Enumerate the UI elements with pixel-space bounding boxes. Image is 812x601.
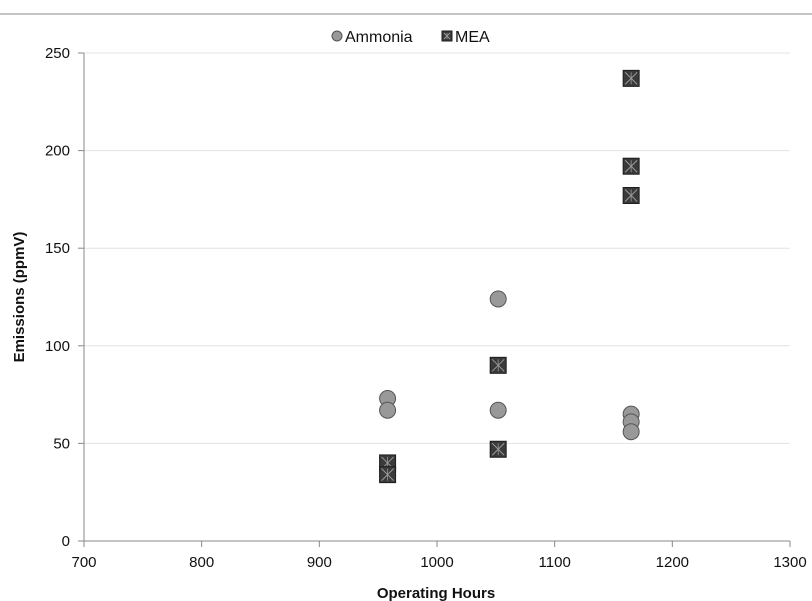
x-axis-title: Operating Hours bbox=[377, 585, 495, 601]
y-tick-label: 200 bbox=[45, 143, 70, 160]
legend-mea-marker bbox=[441, 30, 453, 42]
mea-point bbox=[379, 466, 397, 484]
x-tick-label: 1300 bbox=[773, 554, 806, 571]
y-tick-labels: 0 50 100 150 200 250 bbox=[45, 45, 70, 550]
ammonia-point bbox=[622, 423, 640, 441]
gridlines bbox=[84, 52, 790, 444]
x-tick-label: 1100 bbox=[539, 554, 571, 571]
y-tick-label: 0 bbox=[62, 533, 70, 550]
x-tick-label: 700 bbox=[71, 554, 96, 571]
x-tick-label: 1200 bbox=[656, 554, 689, 571]
legend-ammonia-label: Ammonia bbox=[345, 29, 413, 46]
mea-point bbox=[622, 157, 640, 175]
y-tick-label: 150 bbox=[45, 240, 70, 257]
ammonia-point bbox=[489, 290, 507, 308]
x-tick-label: 800 bbox=[189, 554, 214, 571]
x-tick-label: 900 bbox=[307, 554, 332, 571]
y-tick-label: 50 bbox=[53, 435, 70, 452]
x-tick-labels: 700 800 900 1000 1100 1200 1300 bbox=[71, 554, 806, 571]
data-points bbox=[379, 69, 640, 484]
legend-ammonia-marker bbox=[331, 30, 343, 42]
ammonia-point bbox=[489, 401, 507, 419]
legend-mea-label: MEA bbox=[455, 29, 490, 46]
mea-point bbox=[489, 356, 507, 374]
axes bbox=[78, 52, 791, 547]
ammonia-point bbox=[379, 401, 397, 419]
mea-point bbox=[622, 69, 640, 87]
y-axis-title: Emissions (ppmV) bbox=[11, 232, 28, 363]
x-tick-label: 1000 bbox=[420, 554, 453, 571]
mea-point bbox=[489, 440, 507, 458]
y-tick-label: 100 bbox=[45, 338, 70, 355]
y-tick-label: 250 bbox=[45, 45, 70, 62]
legend: Ammonia MEA bbox=[331, 29, 490, 46]
mea-point bbox=[622, 186, 640, 204]
